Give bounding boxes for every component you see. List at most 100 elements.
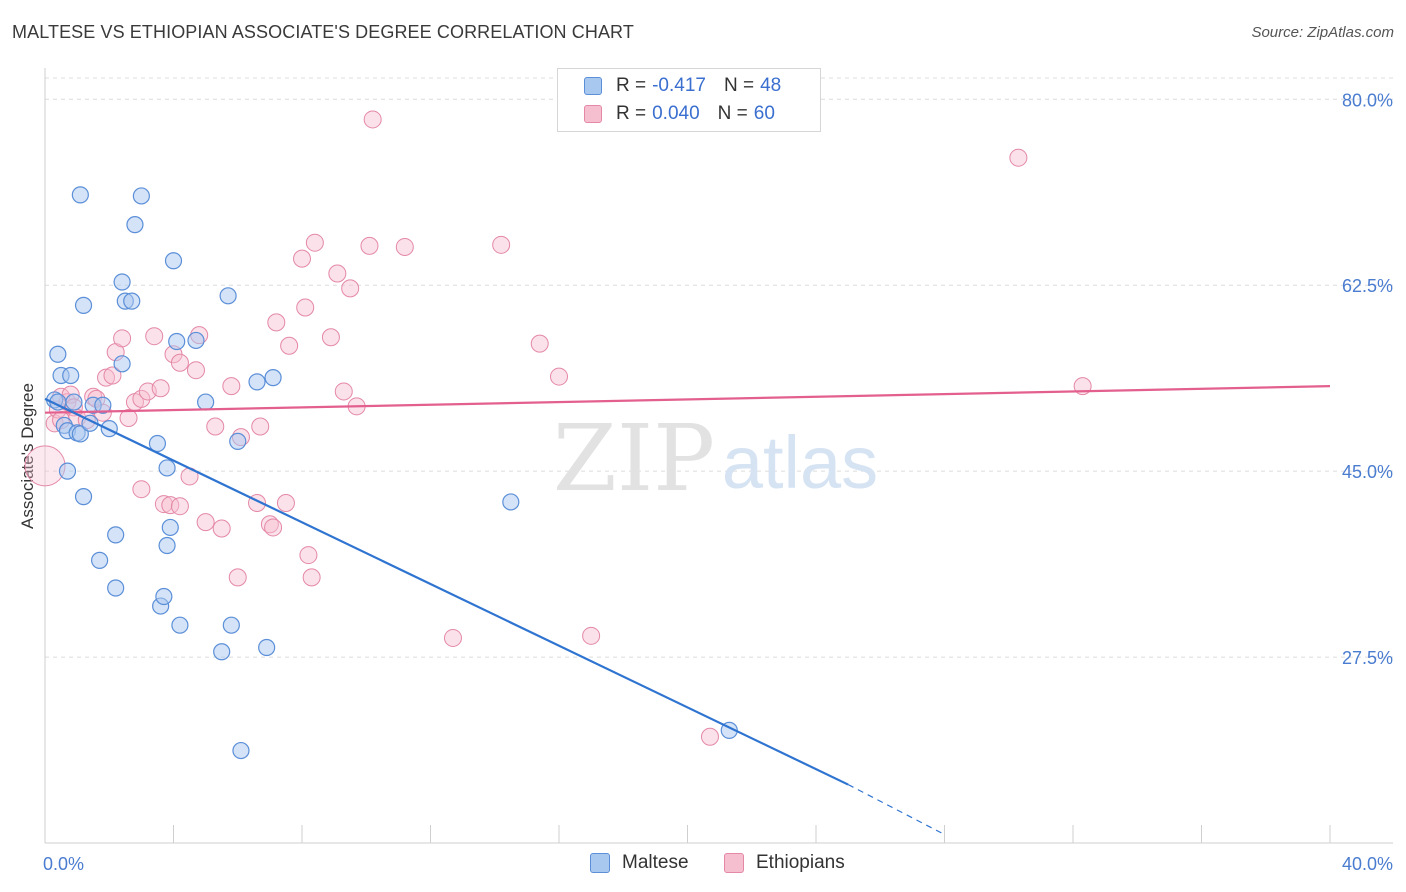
maltese-point: [71, 425, 89, 443]
maltese-point: [248, 373, 266, 391]
maltese-point: [132, 187, 150, 205]
maltese-point: [126, 216, 144, 234]
ethiopians-point: [145, 327, 164, 346]
y-tick-label: 27.5%: [1342, 648, 1393, 668]
watermark-atlas: atlas: [722, 421, 878, 504]
x-tick-label: 0.0%: [43, 854, 84, 874]
maltese-point: [187, 331, 205, 350]
legend-row-ethiopians: R = 0.040 N = 60: [584, 101, 793, 127]
ethiopians-swatch: [584, 105, 602, 123]
ethiopians-point: [492, 235, 511, 254]
ethiopians-point: [119, 409, 138, 427]
maltese-point: [123, 292, 141, 310]
ethiopians-point: [276, 494, 295, 512]
maltese-point: [222, 616, 240, 634]
maltese-swatch: [590, 853, 610, 873]
maltese-point: [65, 393, 83, 411]
maltese-point: [74, 296, 93, 314]
maltese-point: [164, 252, 183, 270]
ethiopians-point: [260, 515, 279, 534]
maltese-trend-extrapolation: [847, 784, 945, 836]
maltese-point: [232, 741, 250, 760]
ethiopians-point: [103, 366, 122, 385]
maltese-point: [58, 462, 77, 480]
maltese-point: [197, 393, 215, 411]
maltese-point: [62, 366, 80, 385]
maltese-point: [148, 434, 167, 453]
ethiopians-point: [170, 353, 189, 372]
ethiopians-point: [530, 334, 549, 353]
ethiopians-point: [305, 233, 324, 252]
ethiopians-point: [334, 382, 353, 401]
ethiopians-point: [363, 110, 382, 129]
maltese-point: [94, 396, 112, 414]
legend-n-value: 48: [760, 75, 782, 96]
ethiopians-point: [302, 568, 321, 587]
ethiopians-point: [132, 480, 151, 499]
ethiopians-point: [582, 626, 601, 645]
ethiopians-point: [700, 727, 719, 746]
maltese-point: [113, 273, 131, 291]
maltese-point: [229, 432, 247, 450]
ethiopians-point: [1009, 148, 1028, 167]
ethiopians-point: [154, 495, 173, 514]
ethiopians-point: [151, 379, 170, 398]
ethiopians-point: [328, 264, 347, 283]
ethiopians-point: [113, 329, 132, 348]
maltese-point: [71, 186, 89, 204]
maltese-point: [258, 638, 276, 657]
maltese-point: [168, 332, 186, 351]
maltese-swatch: [584, 77, 602, 95]
legend-item-maltese[interactable]: Maltese: [590, 852, 689, 874]
ethiopians-point: [264, 518, 283, 537]
ethiopians-point: [206, 417, 225, 436]
maltese-trend-line: [44, 397, 849, 786]
legend-n-label: N =: [723, 75, 755, 96]
maltese-point: [171, 616, 189, 634]
legend-r-value: 0.040: [652, 103, 700, 124]
source-credit: Source: ZipAtlas.com: [1251, 24, 1394, 41]
ethiopians-point: [280, 336, 299, 355]
ethiopians-point: [296, 298, 315, 317]
ethiopians-point: [251, 417, 270, 436]
ethiopians-point: [321, 328, 340, 347]
legend-item-ethiopians[interactable]: Ethiopians: [724, 852, 845, 874]
y-tick-label: 45.0%: [1342, 462, 1393, 482]
maltese-point: [158, 536, 176, 555]
legend-r-label: R =: [616, 75, 647, 96]
tick-labels: 27.5% 45.0% 62.5% 80.0% 0.0% 40.0%: [43, 90, 1393, 874]
x-tick-label: 40.0%: [1342, 854, 1393, 874]
ethiopians-swatch: [724, 853, 744, 873]
y-tick-label: 62.5%: [1342, 276, 1393, 296]
ethiopians-point: [267, 313, 286, 332]
y-tick-label: 80.0%: [1342, 90, 1393, 110]
ethiopians-point: [161, 496, 180, 515]
legend-n-label: N =: [717, 103, 748, 124]
maltese-point: [213, 643, 231, 661]
maltese-point: [107, 579, 125, 597]
ethiopians-point: [395, 237, 414, 256]
watermark-zip: ZIP: [553, 405, 715, 512]
ethiopians-trend-line: [44, 385, 1331, 414]
legend-r-label: R =: [616, 103, 647, 124]
maltese-point: [161, 518, 179, 537]
stats-legend: R = -0.417 N = 48 R = 0.040 N = 60: [557, 68, 821, 132]
ethiopians-point: [360, 236, 379, 255]
watermark: ZIP atlas: [553, 405, 878, 512]
legend-label-maltese: Maltese: [622, 852, 689, 873]
legend-n-value: 60: [753, 103, 775, 124]
gridlines: [45, 77, 1393, 658]
ethiopians-point: [196, 513, 215, 532]
maltese-point: [107, 526, 125, 544]
ethiopians-point: [299, 546, 318, 565]
legend-r-value: -0.417: [652, 75, 706, 96]
maltese-point: [113, 355, 131, 373]
maltese-point: [158, 459, 176, 477]
maltese-point: [264, 369, 282, 387]
ethiopians-point: [212, 519, 231, 538]
ethiopians-point: [186, 361, 205, 380]
ethiopians-point: [341, 279, 360, 298]
maltese-point: [155, 587, 173, 606]
maltese-point: [74, 488, 93, 506]
